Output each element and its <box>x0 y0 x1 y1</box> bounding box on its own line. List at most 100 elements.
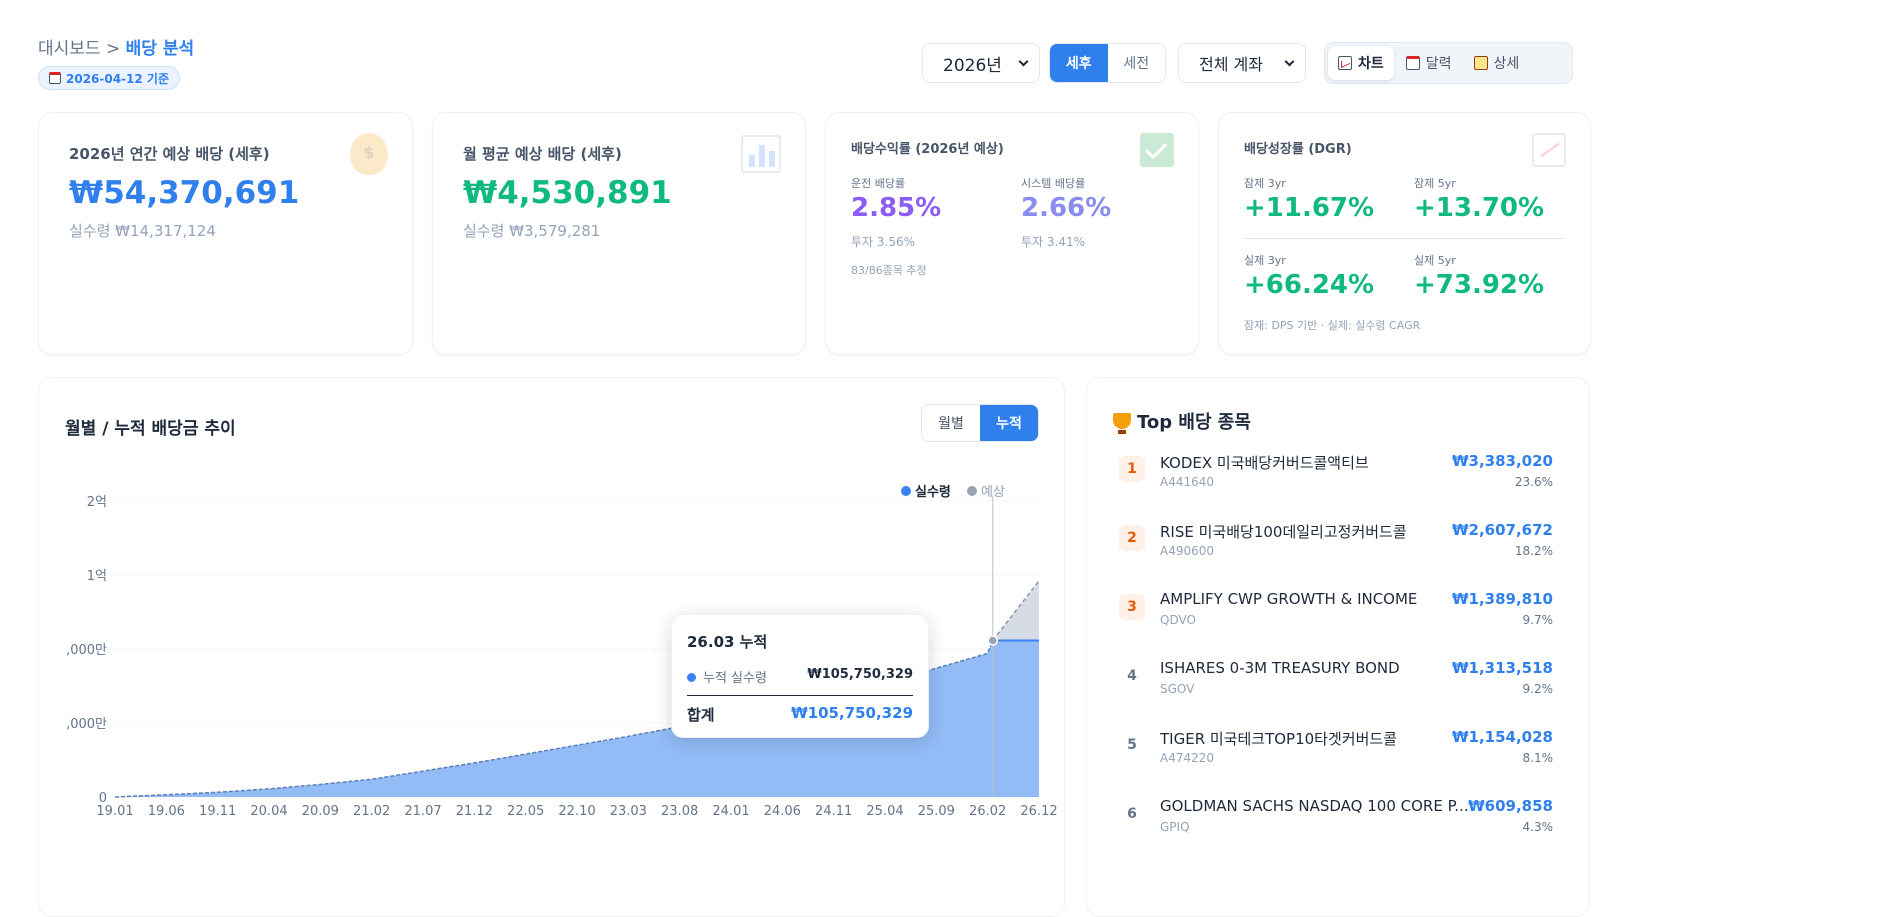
stock-name: AMPLIFY CWP GROWTH & INCOME <box>1160 590 1418 608</box>
yield-b-value: 2.66% <box>1021 193 1112 223</box>
dgr-d-value: +73.92% <box>1414 270 1545 300</box>
breadcrumb-separator: > <box>105 39 121 59</box>
tooltip-row: 누적 실수령 ₩105,750,329 <box>687 667 913 686</box>
dgr-a-value: +11.67% <box>1244 193 1375 223</box>
x-tick-label: 22.10 <box>558 804 595 819</box>
x-tick-label: 19.01 <box>96 804 133 819</box>
series-dot-icon <box>687 673 696 682</box>
stock-percent: 18.2% <box>1514 544 1553 558</box>
tooltip-title: 26.03 누적 <box>687 633 768 651</box>
y-tick-label: 1억 <box>87 569 107 584</box>
top-dividend-title-label: Top 배당 종목 <box>1137 412 1251 433</box>
stock-percent: 23.6% <box>1514 475 1553 489</box>
yield-note: 83/86종목 추정 <box>851 264 927 277</box>
legend-label: 실수령 <box>915 484 951 500</box>
x-tick-label: 22.05 <box>507 804 544 819</box>
dgr-divider <box>1244 238 1565 239</box>
dgr-card: 배당성장률 (DGR) 잠제 3yr +11.67% 잠제 5yr +13.70… <box>1218 112 1591 355</box>
year-select[interactable]: 2026년 <box>922 43 1040 83</box>
tab-chart[interactable]: 차트 <box>1328 46 1394 80</box>
x-tick-label: 21.12 <box>456 804 493 819</box>
rank-badge: 1 <box>1119 456 1145 482</box>
list-item[interactable]: 2 RISE 미국배당100데일리고정커버드콜 A490600 ₩2,607,6… <box>1119 521 1553 581</box>
y-tick-label: 2억 <box>87 495 107 510</box>
stock-amount: ₩3,383,020 <box>1451 452 1553 470</box>
x-tick-label: 23.03 <box>610 804 647 819</box>
tax-before-button[interactable]: 세전 <box>1123 56 1150 72</box>
chevron-down-icon <box>1284 56 1295 66</box>
account-select[interactable]: 전체 계좌 <box>1178 43 1306 83</box>
x-tick-label: 24.06 <box>764 804 801 819</box>
x-tick-label: 25.04 <box>866 804 903 819</box>
x-tick-label: 19.06 <box>148 804 185 819</box>
mode-monthly-button[interactable]: 월별 <box>938 416 964 432</box>
bar-chart-icon <box>741 135 781 173</box>
yield-a-label: 운전 배당률 <box>851 177 906 190</box>
actual-area <box>115 640 1039 797</box>
dgr-a-label: 잠제 3yr <box>1244 177 1286 190</box>
stock-code: A490600 <box>1160 544 1215 558</box>
year-select-value: 2026년 <box>943 55 1002 76</box>
chart-icon <box>1338 56 1352 70</box>
tooltip-row-label: 누적 실수령 <box>703 671 767 686</box>
date-badge-label: 2026-04-12 기준 <box>66 71 170 86</box>
chart-mode-toggle: 월별 누적 <box>921 404 1039 442</box>
rank-badge: 2 <box>1119 525 1145 551</box>
x-tick-label: 25.09 <box>918 804 955 819</box>
tab-detail-label: 상세 <box>1493 56 1520 72</box>
account-select-value: 전체 계좌 <box>1199 55 1263 74</box>
date-badge: 2026-04-12 기준 <box>38 66 181 90</box>
stock-percent: 9.7% <box>1522 613 1554 627</box>
dgr-b-value: +13.70% <box>1414 193 1545 223</box>
money-bag-icon <box>350 133 388 175</box>
tax-toggle: 세후 세전 <box>1049 43 1166 83</box>
mode-cumulative-button[interactable]: 누적 <box>980 405 1038 441</box>
stock-amount: ₩2,607,672 <box>1451 521 1553 539</box>
stock-amount: ₩609,858 <box>1468 797 1553 815</box>
chart-title: 월별 / 누적 배당금 추이 <box>65 419 236 439</box>
x-tick-label: 26.12 <box>1020 804 1057 819</box>
tooltip-sum: 합계 ₩105,750,329 <box>687 704 913 725</box>
stock-code: A441640 <box>1160 475 1215 489</box>
stock-name: ISHARES 0-3M TREASURY BOND <box>1160 659 1400 677</box>
list-item[interactable]: 1 KODEX 미국배당커버드콜액티브 A441640 ₩3,383,020 2… <box>1119 452 1553 512</box>
stock-name: KODEX 미국배당커버드콜액티브 <box>1160 454 1369 472</box>
tab-calendar[interactable]: 달력 <box>1396 46 1462 80</box>
yield-b-label: 시스템 배당률 <box>1021 177 1086 190</box>
tab-detail[interactable]: 상세 <box>1464 46 1530 80</box>
x-tick-label: 21.07 <box>404 804 441 819</box>
dgr-title: 배당성장률 (DGR) <box>1244 142 1352 157</box>
dgr-c-label: 실제 3yr <box>1244 254 1286 267</box>
stock-name: GOLDMAN SACHS NASDAQ 100 CORE P... <box>1160 797 1469 815</box>
tooltip-sum-label: 합계 <box>687 706 715 724</box>
actual-line <box>114 640 994 798</box>
list-item[interactable]: 6 GOLDMAN SACHS NASDAQ 100 CORE P... GPI… <box>1119 797 1553 857</box>
rank-badge: 6 <box>1127 806 1137 822</box>
stock-amount: ₩1,313,518 <box>1451 659 1553 677</box>
tooltip-sum-value: ₩105,750,329 <box>791 704 913 722</box>
x-tick-label: 19.11 <box>199 804 236 819</box>
monthly-dividend-card: 월 평균 예상 배당 (세후) ₩4,530,891 실수령 ₩3,579,28… <box>432 112 806 355</box>
list-item[interactable]: 4 ISHARES 0-3M TREASURY BOND SGOV ₩1,313… <box>1119 659 1553 719</box>
rank-badge: 5 <box>1127 737 1137 753</box>
x-tick-label: 24.11 <box>815 804 852 819</box>
list-item[interactable]: 3 AMPLIFY CWP GROWTH & INCOME QDVO ₩1,38… <box>1119 590 1553 650</box>
view-tabs: 차트 달력 상세 <box>1324 42 1573 84</box>
tax-after-button[interactable]: 세후 <box>1050 44 1108 82</box>
list-item[interactable]: 5 TIGER 미국테크TOP10타겟커버드콜 A474220 ₩1,154,0… <box>1119 728 1553 788</box>
stock-amount: ₩1,389,810 <box>1451 590 1553 608</box>
yield-title: 배당수익률 (2026년 예상) <box>851 142 1004 157</box>
legend-dot <box>967 486 977 496</box>
stock-percent: 8.1% <box>1522 751 1554 765</box>
annual-dividend-card: 2026년 연간 예상 배당 (세후) ₩54,370,691 실수령 ₩14,… <box>38 112 413 355</box>
x-tick-label: 21.02 <box>353 804 390 819</box>
y-tick-label: 0 <box>99 791 107 806</box>
monthly-dividend-value: ₩4,530,891 <box>463 175 672 211</box>
clipboard-icon <box>1473 56 1488 70</box>
stock-amount: ₩1,154,028 <box>1451 728 1553 746</box>
annual-dividend-value: ₩54,370,691 <box>69 175 300 211</box>
y-tick-label: ,000만 <box>66 717 107 732</box>
breadcrumb-root[interactable]: 대시보드 <box>38 39 101 59</box>
forecast-line <box>992 580 1040 641</box>
legend-dot <box>901 486 911 496</box>
